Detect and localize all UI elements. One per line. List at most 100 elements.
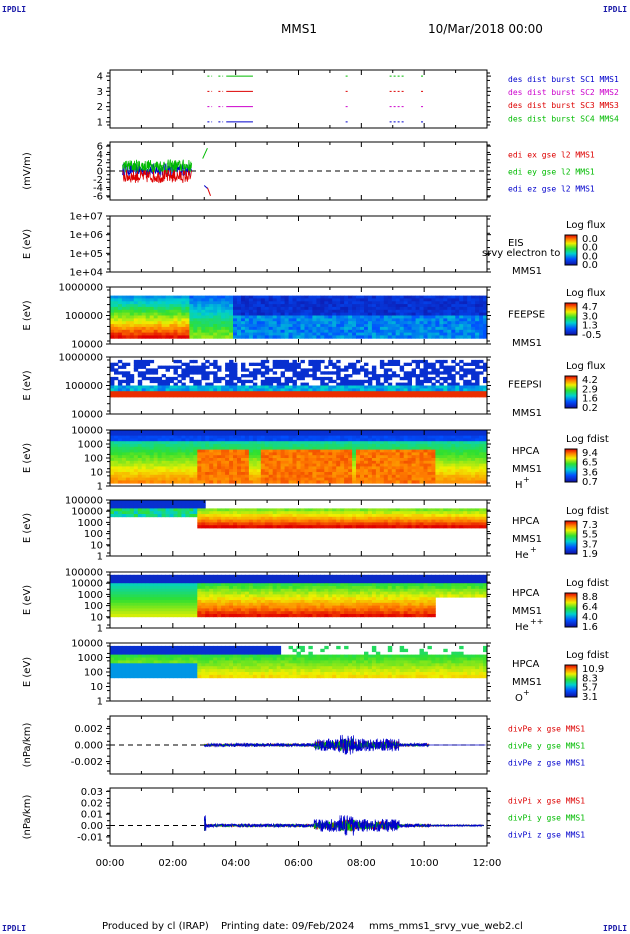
heatmap-cell — [383, 430, 389, 434]
colorbar-tick-label: 4.2 — [582, 375, 598, 386]
heatmap-cell — [352, 522, 357, 526]
heatmap-cell — [395, 309, 401, 314]
heatmap-cell — [439, 438, 444, 442]
heatmap-cell — [340, 304, 345, 308]
colorbar-tick-label: -0.5 — [582, 330, 602, 341]
heatmap-cell — [415, 306, 420, 311]
heatmap-cell — [316, 511, 321, 515]
heatmap-cell — [241, 304, 246, 308]
heatmap-cell — [229, 435, 234, 439]
heatmap-cell — [117, 508, 123, 512]
heatmap-cell — [435, 458, 440, 462]
heatmap-cell — [395, 388, 401, 392]
heatmap-cell — [395, 318, 401, 322]
heatmap-cell — [391, 324, 397, 328]
heatmap-cell — [391, 466, 397, 470]
heatmap-cell — [459, 394, 464, 398]
heatmap-cell — [264, 444, 270, 448]
heatmap-cell — [423, 321, 428, 325]
heatmap-cell — [173, 312, 178, 316]
heatmap-cell — [256, 309, 262, 314]
heatmap-cell — [475, 472, 480, 476]
heatmap-cell — [447, 312, 452, 316]
heatmap-cell — [471, 477, 476, 481]
heatmap-cell — [288, 321, 293, 325]
heatmap-cell — [137, 435, 143, 439]
heatmap-cell — [379, 374, 385, 378]
heatmap-cell — [419, 304, 424, 308]
heatmap-cell — [193, 324, 198, 328]
heatmap-cell — [407, 326, 412, 331]
heatmap-cell — [336, 382, 341, 386]
heatmap-cell — [133, 511, 139, 515]
heatmap-cell — [288, 295, 293, 299]
heatmap-cell — [241, 452, 246, 456]
heatmap-cell — [463, 452, 468, 456]
heatmap-cell — [177, 446, 182, 450]
heatmap-cell — [161, 379, 166, 384]
heatmap-cell — [225, 304, 230, 308]
heatmap-cell — [260, 332, 266, 336]
heatmap-cell — [348, 519, 353, 523]
heatmap-cell — [189, 502, 194, 506]
heatmap-cell — [225, 516, 230, 520]
heatmap-cell — [352, 295, 357, 299]
heatmap-cell — [332, 391, 337, 395]
heatmap-cell — [375, 469, 381, 473]
heatmap-cell — [165, 430, 170, 434]
heatmap-cell — [443, 329, 448, 334]
heatmap-cell — [375, 394, 381, 398]
heatmap-cell — [272, 304, 278, 308]
heatmap-cell — [375, 511, 381, 515]
heatmap-cell — [181, 318, 186, 322]
heatmap-cell — [129, 295, 135, 299]
heatmap-cell — [141, 463, 147, 467]
heatmap-cell — [181, 374, 186, 378]
heatmap-cell — [395, 469, 401, 473]
heatmap-cell — [375, 480, 381, 484]
heatmap-cell — [117, 306, 123, 311]
heatmap-cell — [169, 435, 174, 439]
heatmap-cell — [193, 505, 198, 509]
heatmap-cell — [411, 472, 416, 476]
heatmap-cell — [276, 469, 282, 473]
heatmap-cell — [403, 438, 409, 442]
heatmap-cell — [356, 298, 361, 302]
heatmap-cell — [324, 326, 329, 331]
heatmap-cell — [455, 438, 460, 442]
heatmap-cell — [237, 480, 242, 484]
heatmap-cell — [165, 391, 170, 395]
heatmap-cell — [439, 321, 444, 325]
heatmap-cell — [324, 332, 329, 336]
heatmap-cell — [197, 388, 202, 392]
heatmap-cell — [320, 455, 325, 459]
heatmap-cell — [324, 318, 329, 322]
heatmap-cell — [348, 295, 353, 299]
heatmap-cell — [260, 326, 266, 331]
heatmap-cell — [383, 388, 389, 392]
heatmap-cell — [110, 460, 115, 464]
heatmap-cell — [340, 458, 345, 462]
heatmap-cell — [320, 332, 325, 336]
heatmap-cell — [439, 362, 444, 366]
heatmap-cell — [483, 368, 488, 372]
heatmap-cell — [284, 508, 289, 512]
heatmap-cell — [189, 379, 194, 384]
heatmap-cell — [328, 306, 333, 311]
heatmap-cell — [316, 385, 321, 389]
heatmap-cell — [248, 458, 254, 462]
heatmap-cell — [173, 463, 178, 467]
heatmap-cell — [125, 391, 131, 395]
heatmap-cell — [145, 502, 151, 506]
heatmap-cell — [423, 379, 428, 384]
heatmap-cell — [209, 394, 214, 398]
heatmap-cell — [403, 371, 409, 375]
heatmap-cell — [173, 469, 178, 473]
heatmap-cell — [129, 391, 135, 395]
heatmap-cell — [276, 321, 282, 325]
heatmap-cell — [463, 321, 468, 325]
heatmap-cell — [471, 480, 476, 484]
heatmap-cell — [360, 391, 365, 395]
heatmap-cell — [141, 449, 147, 453]
heatmap-cell — [114, 324, 119, 328]
